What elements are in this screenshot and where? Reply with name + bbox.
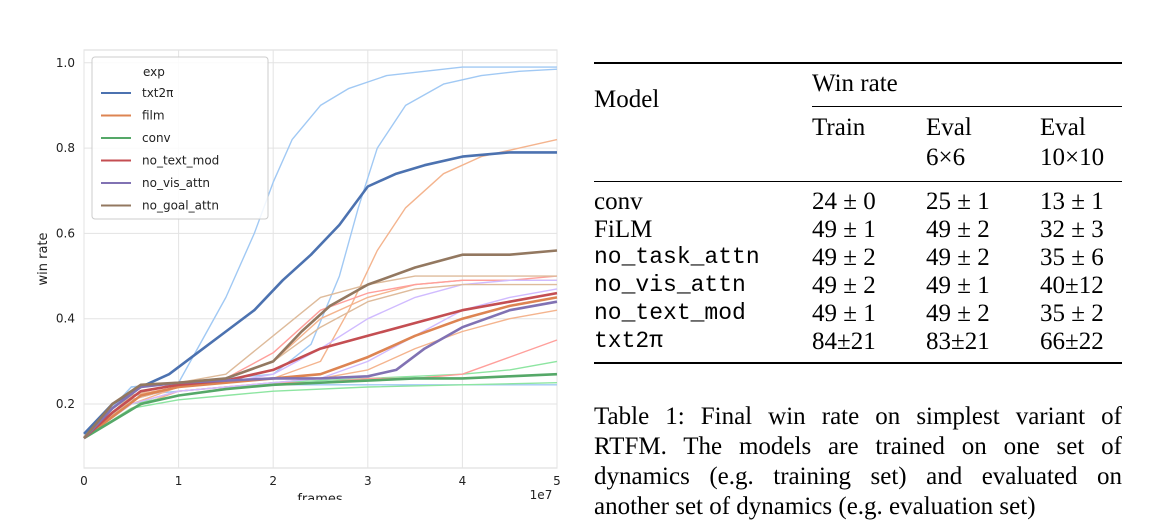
- x-tick-label: 4: [459, 474, 467, 488]
- row-train: 49 ± 1: [812, 300, 876, 327]
- axis-ticks: 0 1 2 3 4 5 0.2 0.4 0.6 0.8 1.0: [56, 56, 561, 488]
- series-line-no-vis-attn: [83, 300, 558, 439]
- row-model: FiLM: [594, 216, 653, 243]
- mean-curves: [83, 151, 558, 440]
- row-eval-6: 25 ± 1: [926, 188, 990, 215]
- y-tick-label: 1.0: [56, 56, 75, 70]
- x-axis-label: frames: [297, 492, 343, 500]
- table-row: txt2π 84±21 83±21 66±22: [594, 328, 1122, 363]
- eval-10-header-size: 10×10: [1040, 144, 1105, 171]
- learning-curve-chart: 0 1 2 3 4 5 0.2 0.4 0.6 0.8 1.0 win rate frames 1e…: [0, 0, 570, 507]
- chart-svg: 0 1 2 3 4 5 0.2 0.4 0.6 0.8 1.0 win rate frames 1e…: [36, 49, 561, 507]
- x-scale-label: 1e7: [530, 488, 553, 500]
- run-line: [83, 66, 557, 439]
- row-eval-10: 35 ± 6: [1040, 244, 1104, 271]
- row-model: no_vis_attn: [594, 272, 746, 298]
- row-train: 49 ± 2: [812, 272, 876, 299]
- x-tick-label: 3: [364, 474, 372, 488]
- row-train: 24 ± 0: [812, 188, 876, 215]
- table-row: no_text_mod 49 ± 1 49 ± 2 35 ± 2: [594, 300, 1122, 328]
- row-model: txt2π: [594, 328, 664, 354]
- row-eval-10: 40±12: [1040, 272, 1104, 299]
- series-line-conv: [83, 372, 558, 440]
- eval-6-header-line1: Eval: [926, 114, 972, 141]
- table-row: conv 24 ± 0 25 ± 1 13 ± 1: [594, 181, 1122, 217]
- eval-6-header: Eval 10×10 6×6: [926, 107, 1040, 182]
- x-tick-label: 0: [80, 474, 88, 488]
- legend-entry: no_goal_attn: [142, 199, 219, 213]
- caption-label: Table 1:: [594, 403, 685, 430]
- table-caption: Table 1: Final win rate on simplest vari…: [594, 402, 1122, 522]
- series-line-no-goal-attn: [83, 249, 558, 439]
- train-header-label: Train: [812, 114, 866, 141]
- row-train: 49 ± 2: [812, 244, 876, 271]
- row-eval-10: 66±22: [1040, 328, 1104, 355]
- series-line-film: [83, 296, 558, 440]
- legend-entry: no_vis_attn: [142, 176, 210, 190]
- row-train: 49 ± 1: [812, 216, 876, 243]
- legend-entry: no_text_mod: [142, 154, 219, 168]
- row-eval-10: 32 ± 3: [1040, 216, 1104, 243]
- results-table: Model Win rate Train Eval 10×10 6×6 Eval…: [594, 62, 1122, 364]
- row-eval-10: 13 ± 1: [1040, 188, 1104, 215]
- row-eval-6: 49 ± 2: [926, 300, 990, 327]
- y-tick-label: 0.6: [56, 226, 75, 240]
- eval-6-header-size: 6×6: [926, 144, 966, 171]
- row-model: conv: [594, 188, 643, 215]
- train-header: Train: [812, 107, 926, 182]
- table-row: FiLM 49 ± 1 49 ± 2 32 ± 3: [594, 216, 1122, 244]
- eval-10-header-line1: Eval: [1040, 114, 1086, 141]
- legend-box: [91, 56, 269, 220]
- row-model: no_text_mod: [594, 300, 746, 326]
- series-line-no-text-mod: [83, 291, 558, 440]
- x-tick-label: 2: [269, 474, 277, 488]
- row-model: no_task_attn: [594, 244, 760, 270]
- row-train: 84±21: [812, 328, 876, 355]
- row-eval-10: 35 ± 2: [1040, 300, 1104, 327]
- legend-entry: txt2π: [142, 86, 173, 100]
- y-tick-label: 0.4: [56, 312, 75, 326]
- row-eval-6: 49 ± 2: [926, 244, 990, 271]
- table-row: no_vis_attn 49 ± 2 49 ± 1 40±12: [594, 272, 1122, 300]
- legend: exp txt2π film conv no_text_mod no_vis_attnn…: [91, 56, 269, 220]
- table-body: conv 24 ± 0 25 ± 1 13 ± 1 FiLM 49 ± 1 49…: [594, 181, 1122, 363]
- legend-entry: conv: [142, 131, 171, 145]
- row-eval-6: 49 ± 2: [926, 216, 990, 243]
- y-tick-label: 0.8: [56, 141, 75, 155]
- legend-title: exp: [143, 65, 165, 79]
- row-eval-6: 83±21: [926, 328, 990, 355]
- series-line-txt2-: [83, 151, 557, 435]
- model-header: Model: [594, 86, 660, 113]
- row-eval-6: 49 ± 1: [926, 272, 990, 299]
- win-rate-header: Win rate: [812, 70, 898, 97]
- run-line: [83, 382, 558, 439]
- x-tick-label: 5: [553, 474, 561, 488]
- eval-10-header: Eval 10×10: [1040, 107, 1122, 182]
- legend-entry: film: [142, 109, 165, 123]
- table-row: no_task_attn 49 ± 2 49 ± 2 35 ± 6: [594, 244, 1122, 272]
- y-axis-label: win rate: [36, 232, 51, 285]
- y-tick-label: 0.2: [56, 397, 75, 411]
- x-tick-label: 1: [175, 474, 183, 488]
